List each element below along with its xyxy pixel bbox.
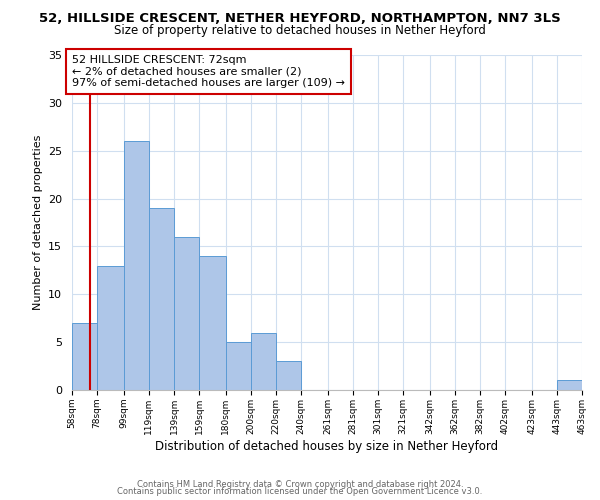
- Bar: [97, 266, 124, 390]
- X-axis label: Distribution of detached houses by size in Nether Heyford: Distribution of detached houses by size …: [155, 440, 499, 452]
- Bar: [226, 342, 251, 390]
- Bar: [124, 141, 149, 390]
- Text: 52 HILLSIDE CRESCENT: 72sqm
← 2% of detached houses are smaller (2)
97% of semi-: 52 HILLSIDE CRESCENT: 72sqm ← 2% of deta…: [72, 55, 345, 88]
- Text: 52, HILLSIDE CRESCENT, NETHER HEYFORD, NORTHAMPTON, NN7 3LS: 52, HILLSIDE CRESCENT, NETHER HEYFORD, N…: [39, 12, 561, 26]
- Bar: [557, 380, 582, 390]
- Bar: [251, 332, 276, 390]
- Text: Contains public sector information licensed under the Open Government Licence v3: Contains public sector information licen…: [118, 487, 482, 496]
- Bar: [72, 323, 97, 390]
- Bar: [276, 362, 301, 390]
- Bar: [174, 237, 199, 390]
- Y-axis label: Number of detached properties: Number of detached properties: [32, 135, 43, 310]
- Text: Contains HM Land Registry data © Crown copyright and database right 2024.: Contains HM Land Registry data © Crown c…: [137, 480, 463, 489]
- Bar: [199, 256, 226, 390]
- Bar: [149, 208, 174, 390]
- Text: Size of property relative to detached houses in Nether Heyford: Size of property relative to detached ho…: [114, 24, 486, 37]
